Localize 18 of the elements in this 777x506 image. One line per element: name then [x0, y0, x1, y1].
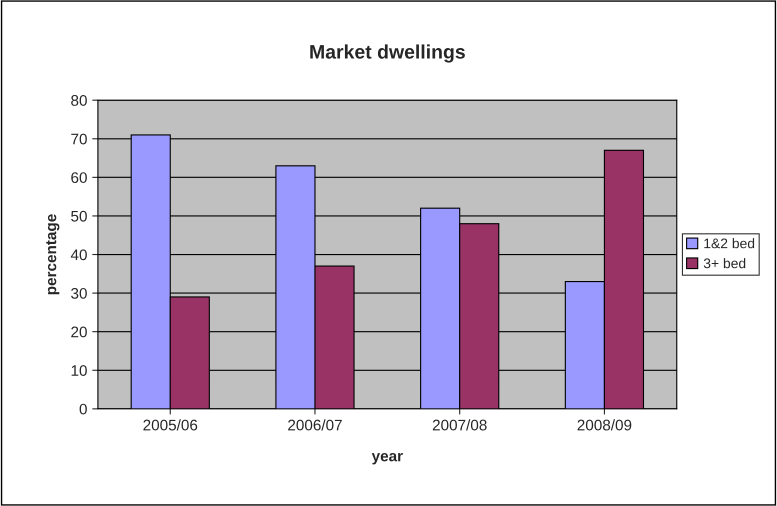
- chart-title: Market dwellings: [310, 44, 465, 63]
- y-axis-title: percentage: [46, 214, 60, 294]
- legend-label: 3+ bed: [704, 258, 746, 268]
- y-tick-label: 20: [71, 326, 87, 338]
- y-tick-label: 0: [80, 404, 87, 415]
- legend-label: 1&2 bed: [704, 238, 754, 248]
- y-tick-label: 60: [71, 172, 87, 184]
- y-tick-label: 50: [71, 210, 87, 222]
- x-axis-title: year: [372, 453, 403, 464]
- x-tick-label: 2005/06: [143, 419, 198, 430]
- x-tick-label: 2008/09: [578, 419, 632, 430]
- y-tick-label: 10: [72, 365, 87, 376]
- y-tick-label: 30: [71, 288, 87, 299]
- y-tick-label: 70: [71, 134, 87, 144]
- x-tick-label: 2006/07: [288, 419, 342, 430]
- y-tick-label: 40: [70, 249, 87, 260]
- y-tick-label: 80: [71, 95, 87, 106]
- x-tick-label: 2007/08: [432, 419, 487, 430]
